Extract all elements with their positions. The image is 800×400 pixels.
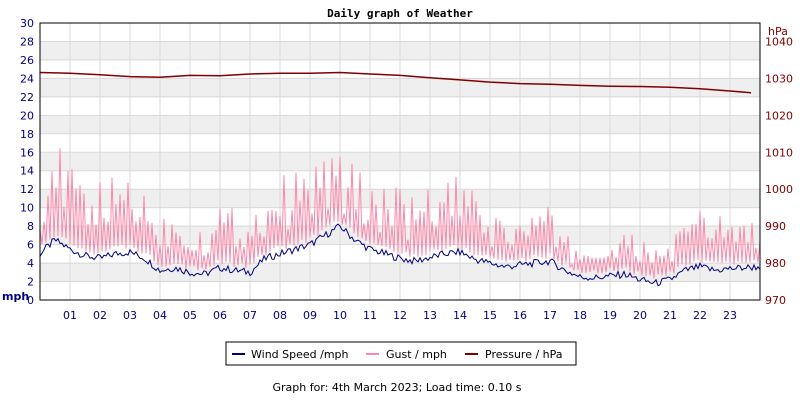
- left-tick-label: 14: [20, 165, 34, 178]
- legend-gust-label: Gust / mph: [386, 348, 447, 361]
- gust-line: [39, 148, 761, 279]
- plot-frame: [39, 22, 761, 301]
- x-tick-label: 18: [573, 309, 587, 322]
- x-tick-label: 21: [663, 309, 677, 322]
- left-tick-label: 24: [20, 72, 34, 85]
- legend-pressure-label: Pressure / hPa: [485, 348, 563, 361]
- left-tick-label: 4: [27, 257, 34, 270]
- pressure-series: [39, 71, 752, 94]
- left-tick-label: 12: [20, 183, 34, 196]
- x-tick-label: 20: [633, 309, 647, 322]
- x-tick-label: 11: [363, 309, 377, 322]
- wind-speed-line: [39, 223, 761, 287]
- left-tick-label: 20: [20, 109, 34, 122]
- x-tick-label: 03: [123, 309, 137, 322]
- left-tick-label: 16: [20, 146, 34, 159]
- left-tick-label: 28: [20, 35, 34, 48]
- pressure-line: [39, 71, 752, 94]
- x-tick-label: 06: [213, 309, 227, 322]
- x-tick-label: 02: [93, 309, 107, 322]
- x-tick-label: 15: [483, 309, 497, 322]
- x-tick-label: 10: [333, 309, 347, 322]
- right-tick-label: 1040: [765, 35, 793, 48]
- x-axis-ticks: 01 02 03 04 05 06 07 08 09 10 11 12 13 14 15 16 17 18 19 20…: [63, 309, 737, 322]
- legend: Wind Speed /mph Gust / mph Pressure / hP…: [225, 341, 577, 366]
- x-tick-label: 19: [603, 309, 617, 322]
- x-tick-label: 17: [543, 309, 557, 322]
- legend-box: [225, 341, 577, 366]
- left-tick-label: 0: [27, 294, 34, 307]
- left-tick-label: 6: [27, 239, 34, 252]
- left-tick-label: 18: [20, 128, 34, 141]
- left-tick-label: 10: [20, 202, 34, 215]
- footer-text: Graph for: 4th March 2023; Load time: 0.…: [272, 381, 521, 394]
- x-tick-label: 01: [63, 309, 77, 322]
- x-tick-label: 08: [273, 309, 287, 322]
- x-tick-label: 14: [453, 309, 467, 322]
- right-tick-label: 1020: [765, 109, 793, 122]
- right-tick-label: 1010: [765, 146, 793, 159]
- x-tick-label: 22: [693, 309, 707, 322]
- right-tick-label: 970: [765, 294, 786, 307]
- x-tick-label: 13: [423, 309, 437, 322]
- left-tick-label: 26: [20, 54, 34, 67]
- x-tick-label: 16: [513, 309, 527, 322]
- x-tick-label: 07: [243, 309, 257, 322]
- x-tick-label: 23: [723, 309, 737, 322]
- right-axis-unit: hPa: [768, 25, 788, 38]
- x-tick-label: 09: [303, 309, 317, 322]
- left-axis-unit: mph: [2, 290, 29, 303]
- x-tick-label: 05: [183, 309, 197, 322]
- left-tick-label: 30: [20, 17, 34, 30]
- right-tick-label: 1000: [765, 183, 793, 196]
- left-tick-label: 8: [27, 220, 34, 233]
- right-tick-label: 980: [765, 257, 786, 270]
- right-tick-label: 1030: [765, 72, 793, 85]
- chart-title: Daily graph of Weather: [327, 7, 473, 20]
- gust-series: [39, 148, 761, 279]
- x-tick-label: 04: [153, 309, 167, 322]
- right-tick-label: 990: [765, 220, 786, 233]
- legend-wind-label: Wind Speed /mph: [251, 348, 349, 361]
- x-tick-label: 12: [393, 309, 407, 322]
- left-tick-label: 22: [20, 91, 34, 104]
- left-tick-label: 2: [27, 276, 34, 289]
- right-axis-ticks: 970 980 990 1000 1010 1020 1030 1040: [765, 35, 793, 307]
- wind-speed-series: [39, 223, 761, 287]
